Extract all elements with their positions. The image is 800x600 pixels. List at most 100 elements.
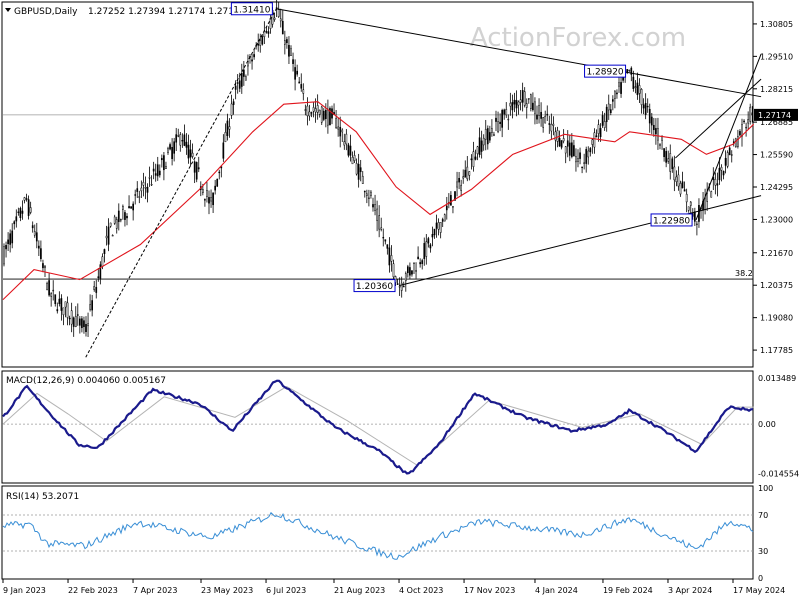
candle-body [581,166,583,169]
candle-body [476,146,479,154]
candle-body [46,283,48,290]
ohlc-values: 1.27252 1.27394 1.27174 1.27174 [88,7,246,17]
candle-body [640,89,643,105]
candle-body [443,214,446,222]
candle-body [29,207,32,213]
candle-body [126,215,128,219]
price-annotation-box [584,64,627,78]
candle-body [718,167,721,181]
candle-body [517,101,520,106]
candle-body [452,206,454,208]
candle-body [675,176,678,183]
candle-body [575,156,577,163]
candle-body [132,203,135,211]
candle-body [616,92,618,95]
candle-body [378,215,380,230]
candle-body [337,126,339,130]
candle-body [384,239,387,242]
candle-body [665,151,667,163]
candle-body [222,142,225,159]
price-tick-label: 1.30805 [760,20,793,29]
candle-body [277,9,280,17]
candle-body [91,300,94,311]
price-annotation-box [650,213,693,227]
candle-body [232,101,235,105]
x-tick-label: 6 Jul 2023 [266,586,306,595]
watermark: ActionForex.com [470,23,686,53]
candle-body [550,123,553,132]
candle-body [154,173,157,176]
candle-body [236,82,239,84]
candle-body [273,17,276,20]
fib-level-label: 38.2 [735,269,753,278]
macd-panel-frame [1,370,754,484]
candle-body [267,31,270,34]
candle-body [253,54,255,58]
candle-body [370,191,372,196]
candle-body [224,132,227,143]
candle-body [230,103,233,116]
candle-body [694,211,696,222]
candle-body [144,187,147,189]
price-annotation-label: 1.31410 [233,5,270,15]
candle-body [40,248,42,259]
candle-body [327,109,329,126]
candle-body [189,149,192,158]
candle-body [689,201,692,206]
candle-body [493,134,495,136]
candle-body [99,264,102,279]
candle-body [507,118,510,121]
candle-body [290,48,292,56]
candle-body [445,205,448,211]
candle-body [646,105,649,108]
collapse-arrow-icon[interactable] [5,8,11,12]
candle-body [240,73,243,87]
candle-body [210,197,212,202]
candle-body [124,212,126,220]
candle-body [523,91,526,106]
candle-body [366,193,368,196]
candle-body [388,247,391,266]
candle-body [739,131,741,136]
candle-body [720,166,723,171]
macd-tick-label: 0.00 [758,420,776,429]
candle-body [33,231,36,236]
candle-body [357,163,360,180]
candle-body [491,128,493,133]
candle-body [13,221,16,225]
candle-body [212,192,214,206]
candle-body [265,31,268,33]
candle-body [470,158,473,161]
candle-body [687,206,690,211]
candle-body [87,323,89,327]
candle-body [363,190,366,193]
price-annotation-box [230,2,273,16]
candle-body [288,44,290,57]
candle-body [544,115,547,124]
candle-body [347,144,350,156]
candle-body [597,124,600,134]
candle-body [245,76,247,81]
macd-line [2,379,753,475]
candle-body [308,111,311,117]
candle-body [310,112,313,114]
price-plot: 1.30805 1.29510 1.28215 1.26885 1.25590 1.242… [2,0,798,358]
candle-body [286,39,288,43]
candle-body [417,256,419,260]
candle-body [150,184,153,186]
candle-body [425,241,428,257]
candle-body [259,39,262,46]
candle-body [484,128,487,140]
moving-average-line [2,101,755,300]
candle-body [68,317,71,320]
candle-body [655,128,657,135]
candle-body [661,135,663,141]
price-panel-frame [1,1,754,368]
candle-body [521,90,524,103]
candle-body [714,178,717,186]
candle-body [351,157,354,165]
trendline [675,78,762,159]
candle-body [158,170,161,176]
candle-body [216,178,219,187]
candle-body [195,162,198,180]
